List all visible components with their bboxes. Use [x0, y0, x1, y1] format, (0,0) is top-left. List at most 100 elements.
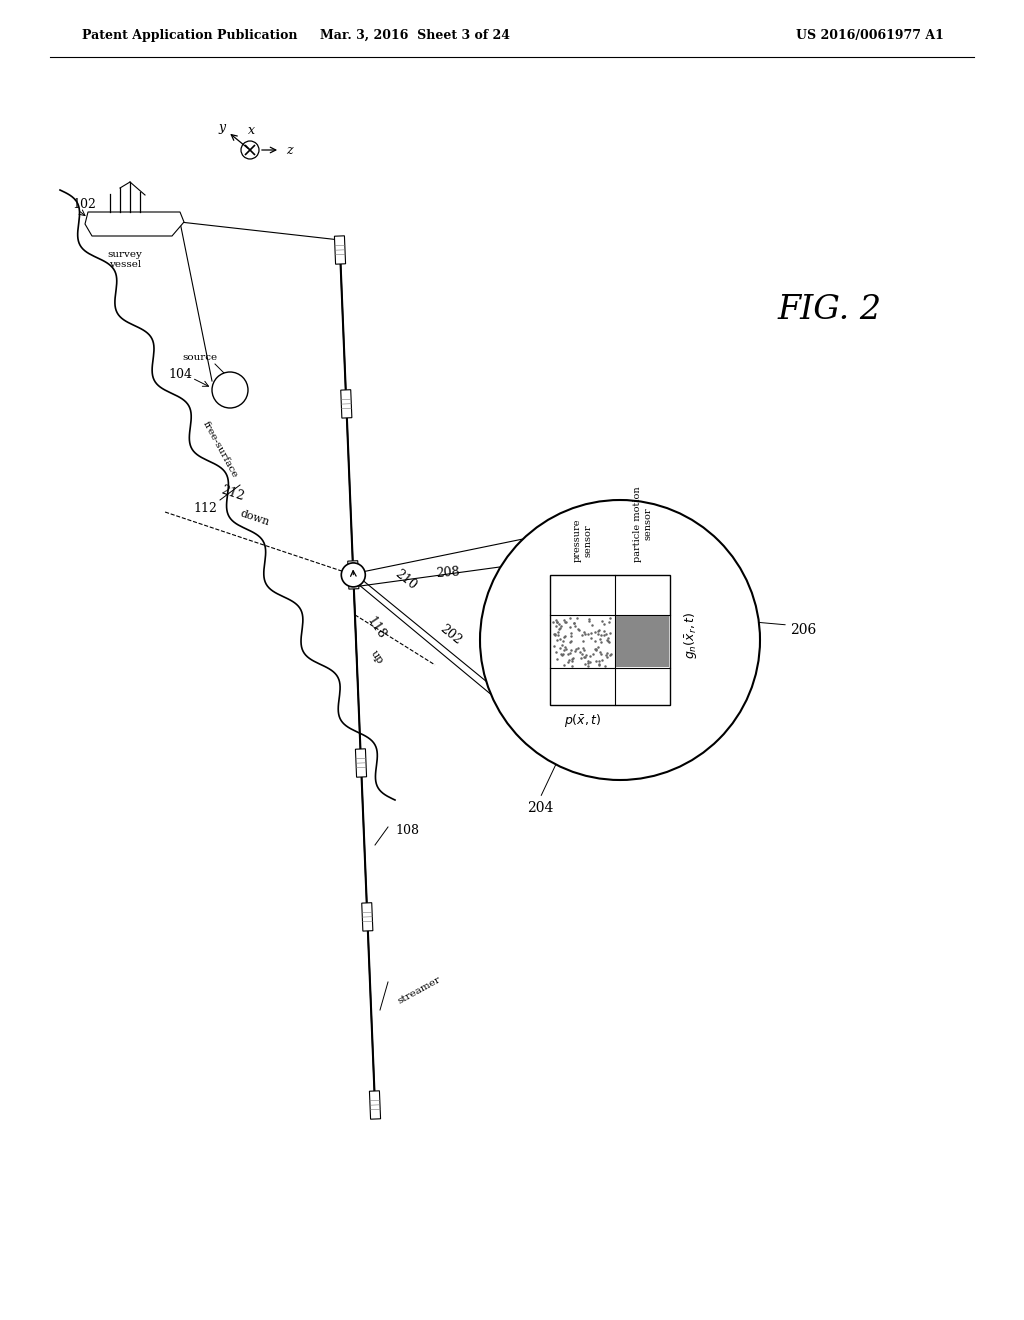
Point: [575, 639, 592, 660]
Point: [575, 620, 592, 642]
Circle shape: [212, 372, 248, 408]
Point: [598, 643, 614, 664]
Text: x: x: [248, 124, 255, 137]
Text: 206: 206: [790, 623, 816, 638]
Point: [578, 644, 594, 665]
Point: [570, 619, 587, 640]
Polygon shape: [335, 236, 345, 264]
Text: US 2016/0061977 A1: US 2016/0061977 A1: [796, 29, 944, 41]
Point: [574, 624, 591, 645]
Text: 112: 112: [194, 502, 217, 515]
Point: [551, 614, 567, 635]
Point: [597, 655, 613, 676]
Point: [567, 639, 584, 660]
Text: free-surface: free-surface: [201, 420, 240, 480]
Point: [547, 623, 563, 644]
Text: streamer: streamer: [396, 974, 442, 1006]
Point: [600, 627, 616, 648]
Text: pressure
sensor: pressure sensor: [572, 519, 592, 562]
Point: [581, 649, 597, 671]
Point: [556, 627, 572, 648]
Circle shape: [480, 500, 760, 780]
Point: [584, 615, 600, 636]
Point: [563, 651, 580, 672]
Point: [599, 647, 615, 668]
Circle shape: [341, 562, 366, 587]
Point: [573, 644, 590, 665]
Point: [553, 643, 569, 664]
Bar: [550, 576, 670, 705]
Point: [566, 612, 583, 634]
Point: [594, 649, 610, 671]
Point: [548, 642, 564, 663]
Point: [601, 631, 617, 652]
Point: [602, 622, 618, 643]
Point: [577, 647, 593, 668]
Point: [561, 649, 578, 671]
Point: [554, 635, 570, 656]
Circle shape: [241, 141, 259, 158]
Point: [553, 615, 569, 636]
Point: [598, 630, 614, 651]
Text: survey
vessel: survey vessel: [108, 249, 142, 269]
Bar: [616, 616, 669, 667]
Point: [562, 616, 579, 638]
Text: $g_n(\bar{x}_r,t)$: $g_n(\bar{x}_r,t)$: [682, 611, 699, 659]
Point: [600, 631, 616, 652]
Polygon shape: [341, 389, 352, 418]
Text: FIG. 2: FIG. 2: [778, 294, 882, 326]
Point: [552, 618, 568, 639]
Text: 118: 118: [364, 614, 388, 642]
Point: [590, 620, 606, 642]
Point: [572, 648, 589, 669]
Text: y: y: [218, 120, 225, 133]
Point: [596, 624, 612, 645]
Text: 212: 212: [219, 483, 246, 503]
Polygon shape: [85, 213, 184, 236]
Point: [557, 639, 573, 660]
Point: [556, 655, 572, 676]
Point: [583, 645, 599, 667]
Point: [588, 640, 604, 661]
Point: [582, 651, 598, 672]
Point: [549, 648, 565, 669]
Point: [577, 623, 593, 644]
Polygon shape: [361, 903, 373, 931]
Point: [567, 616, 584, 638]
Point: [587, 622, 603, 643]
Point: [590, 636, 606, 657]
Point: [593, 631, 609, 652]
Point: [581, 609, 597, 630]
Text: z: z: [286, 144, 293, 157]
Point: [551, 618, 567, 639]
Point: [592, 642, 608, 663]
Text: 102: 102: [72, 198, 96, 211]
Point: [591, 655, 607, 676]
Point: [596, 620, 612, 642]
Text: particle motion
sensor: particle motion sensor: [633, 486, 652, 562]
Point: [552, 638, 568, 659]
Point: [591, 653, 607, 675]
Point: [546, 635, 562, 656]
Point: [587, 639, 603, 660]
Point: [562, 607, 579, 628]
Point: [588, 651, 604, 672]
Point: [581, 655, 597, 676]
Point: [566, 640, 583, 661]
Point: [570, 638, 587, 659]
Text: 104: 104: [168, 368, 193, 381]
Point: [560, 651, 577, 672]
Point: [549, 611, 565, 632]
Point: [583, 623, 599, 644]
Point: [561, 643, 578, 664]
Polygon shape: [355, 748, 367, 777]
Point: [559, 643, 575, 664]
Point: [556, 636, 572, 657]
Point: [545, 611, 561, 632]
Text: 202: 202: [437, 622, 464, 647]
Point: [566, 612, 583, 634]
Point: [597, 624, 613, 645]
Point: [603, 644, 620, 665]
Point: [585, 644, 601, 665]
Point: [558, 611, 574, 632]
